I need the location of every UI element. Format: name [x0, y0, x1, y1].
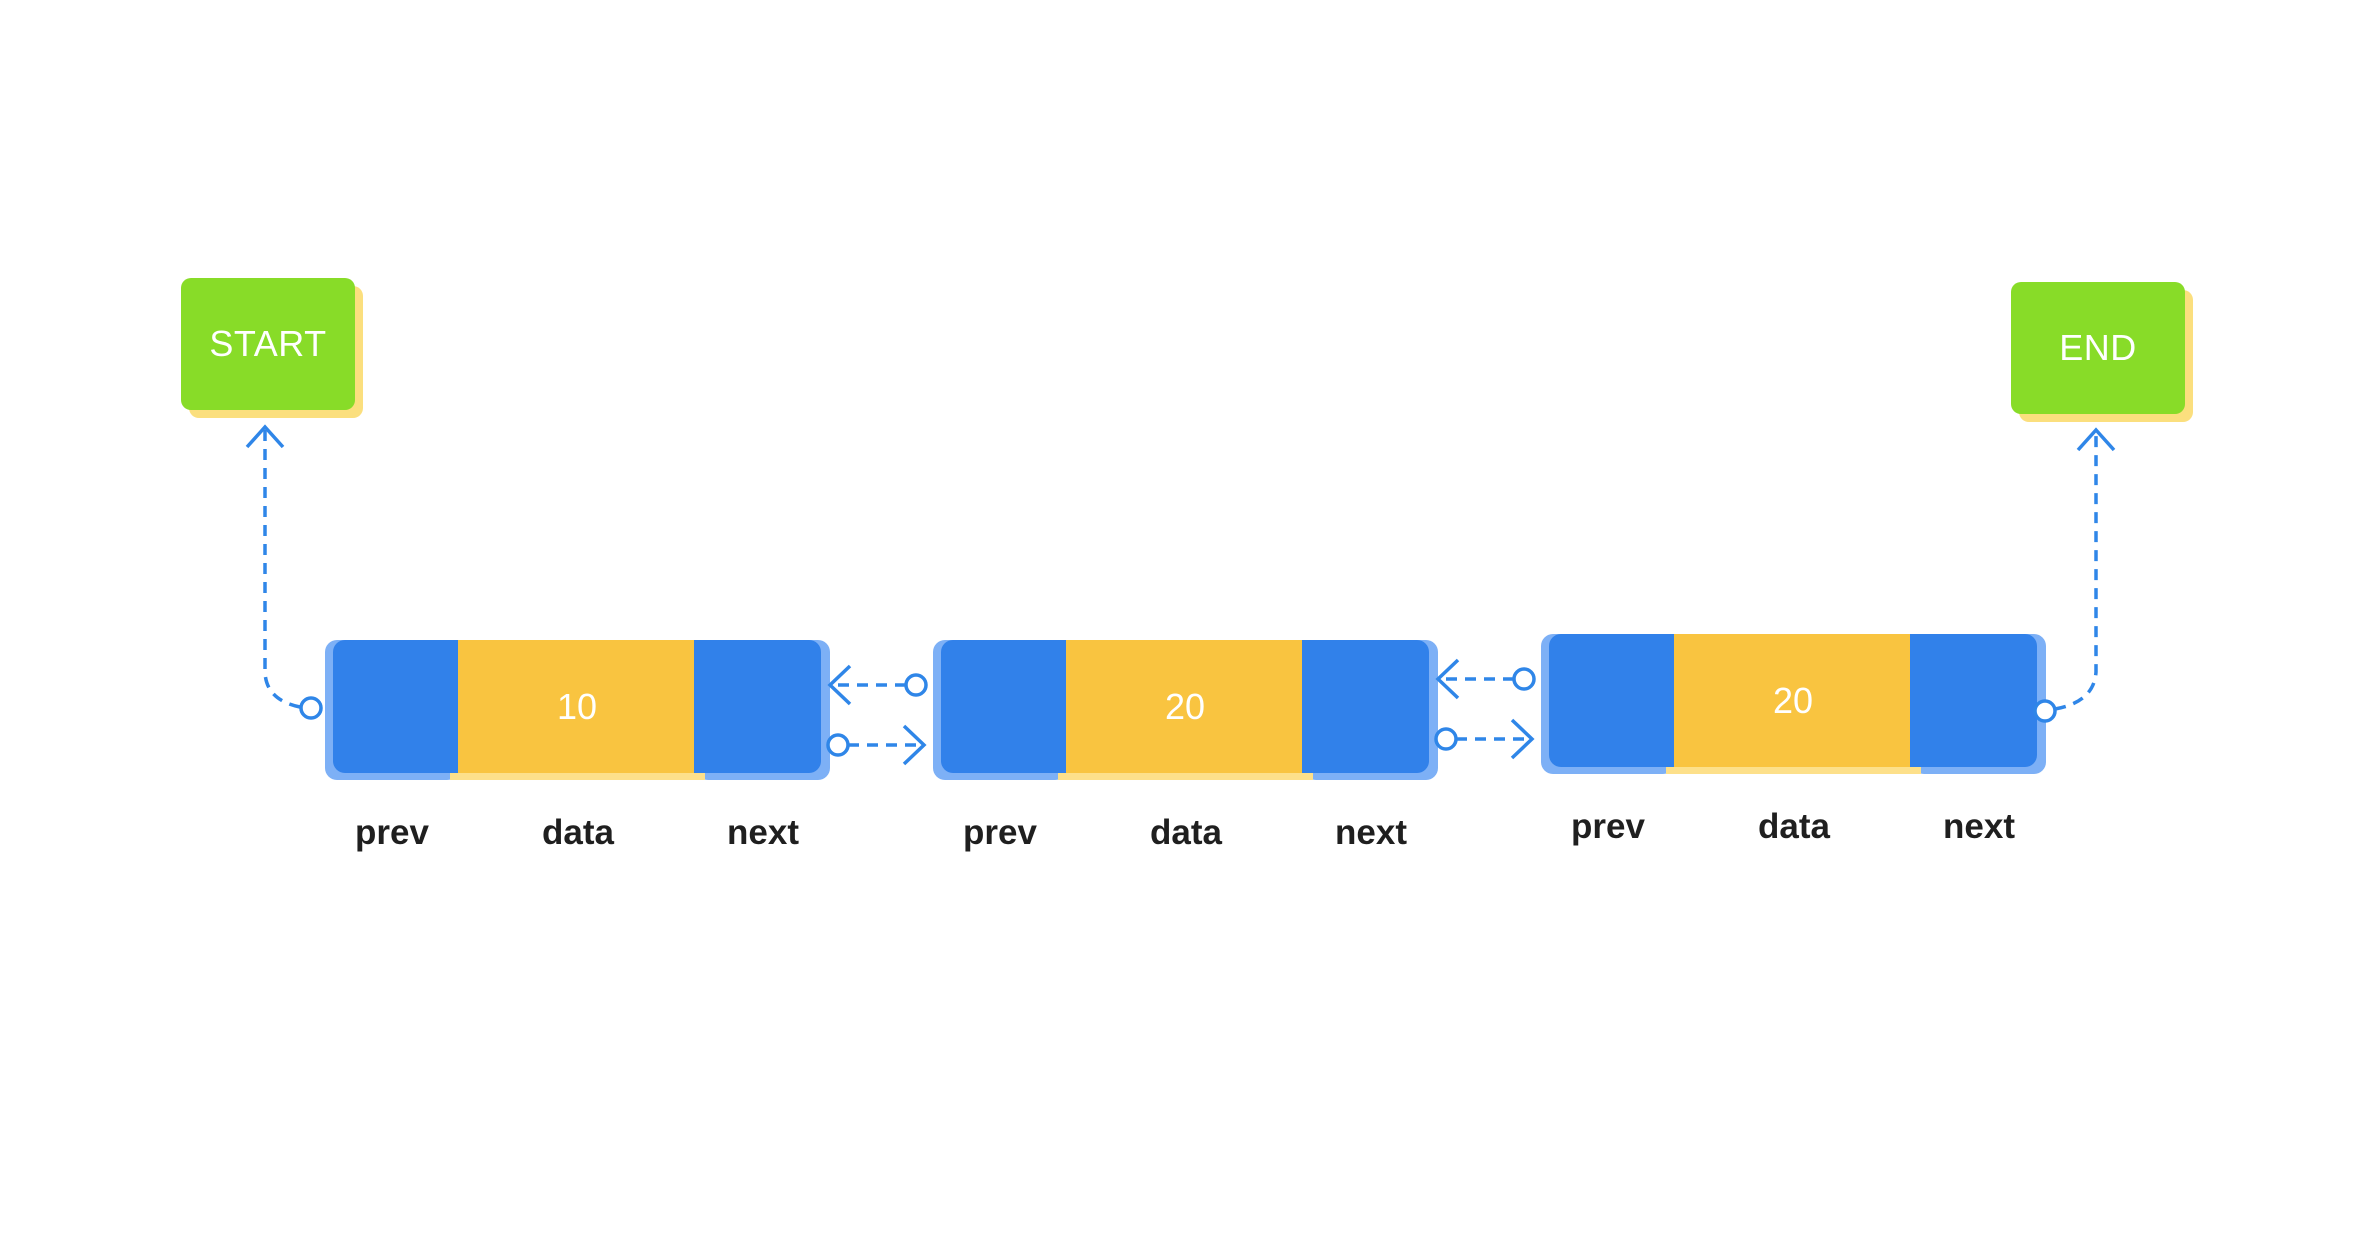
list-node-2: 20 [933, 640, 1438, 790]
node-3-data-label: data [1758, 807, 1830, 846]
pointer-origin-dot [904, 673, 928, 697]
pointer-origin-dot [1512, 667, 1536, 691]
start-label: START [181, 278, 355, 410]
node-1-next-link [826, 724, 927, 766]
node-3-next-label: next [1943, 807, 2015, 846]
arrow-up-icon [2076, 427, 2116, 452]
next-pointer-cell [1910, 634, 2037, 767]
arrow-right-icon [902, 724, 927, 766]
pointer-origin-dot [1434, 727, 1458, 751]
node-1-prev-label: prev [355, 813, 429, 852]
arrow-right-icon [1510, 718, 1535, 760]
prev-pointer-cell [333, 640, 460, 773]
prev-to-start-link [245, 424, 323, 720]
node-1-next-label: next [727, 813, 799, 852]
prev-pointer-cell [941, 640, 1068, 773]
pointer-origin-dot [2033, 699, 2057, 723]
data-cell: 10 [458, 640, 696, 773]
node-3-prev-label: prev [1571, 807, 1645, 846]
next-pointer-cell [694, 640, 821, 773]
end-label: END [2011, 282, 2185, 414]
pointer-origin-dot [826, 733, 850, 757]
node-1-data-label: data [542, 813, 614, 852]
node-2-prev-label: prev [963, 813, 1037, 852]
arrow-up-icon [245, 424, 285, 449]
start-terminal: START [181, 278, 363, 418]
list-node-1: 10 [325, 640, 830, 790]
node-2-data-label: data [1150, 813, 1222, 852]
arrow-left-icon [1435, 658, 1460, 700]
data-cell: 20 [1674, 634, 1912, 767]
node-2-next-label: next [1335, 813, 1407, 852]
pointer-origin-dot [299, 696, 323, 720]
list-node-3: 20 [1541, 634, 2046, 784]
end-terminal: END [2011, 282, 2193, 422]
node-2-next-link [1434, 718, 1535, 760]
node-3-prev-link [1435, 658, 1536, 700]
prev-pointer-cell [1549, 634, 1676, 767]
arrow-left-icon [827, 664, 852, 706]
next-to-end-link [2033, 427, 2116, 723]
data-cell: 20 [1066, 640, 1304, 773]
next-pointer-cell [1302, 640, 1429, 773]
node-2-prev-link [827, 664, 928, 706]
